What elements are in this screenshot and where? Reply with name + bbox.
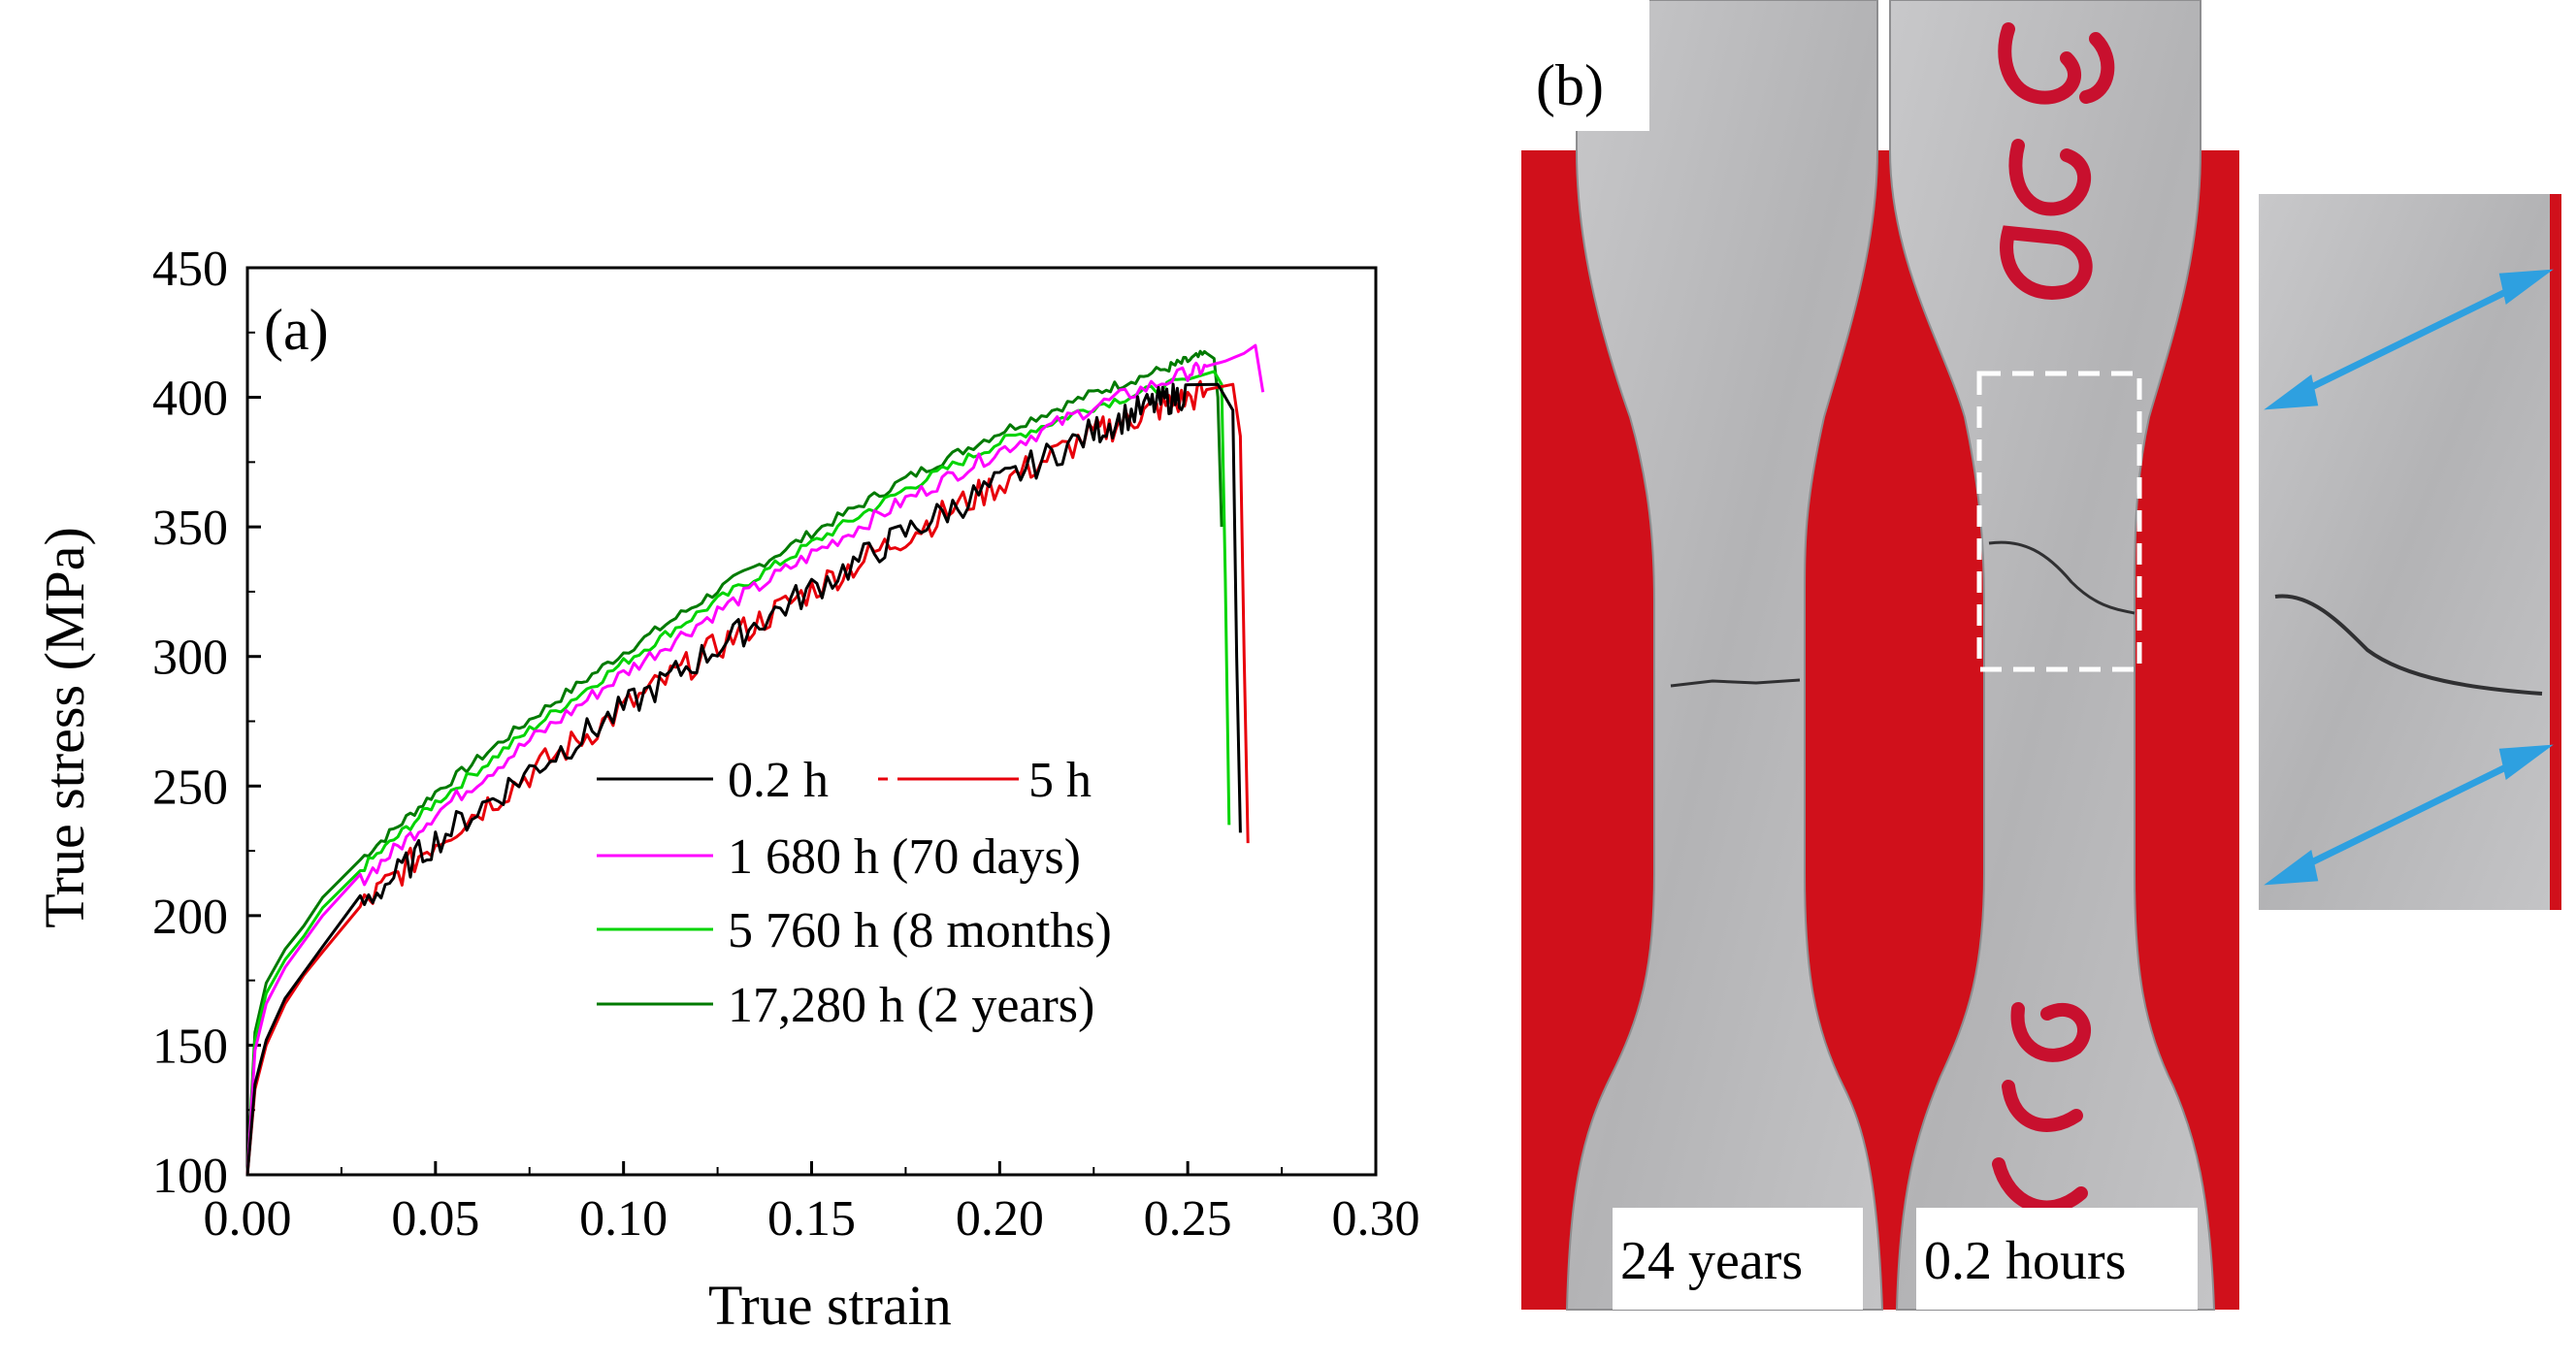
x-tick-label: 0.10 xyxy=(579,1191,668,1247)
y-tick-label: 350 xyxy=(152,501,228,556)
plot-frame xyxy=(245,266,1378,1177)
label-box-0-2-hours xyxy=(1916,1208,2198,1310)
x-tick-label: 0.00 xyxy=(204,1191,292,1247)
inset-fracture-line xyxy=(2274,594,2543,696)
panel-b-label: (b) xyxy=(1536,53,1604,117)
y-tick-label: 400 xyxy=(152,372,228,427)
panel-a-label: (a) xyxy=(264,298,329,362)
inset-metal xyxy=(2259,194,2550,910)
legend-label-5h: 5 h xyxy=(1028,753,1092,808)
y-tick-label: 250 xyxy=(152,760,228,815)
x-tick-label: 0.15 xyxy=(767,1191,856,1247)
panel-b-label-box xyxy=(1533,0,1649,131)
panel-b-photo: (b) 24 years 0.2 hours xyxy=(1521,0,2561,1311)
y-tick-label: 100 xyxy=(152,1149,228,1204)
legend-label-0-2h: 0.2 h xyxy=(728,753,829,808)
specimen-0-2-hours xyxy=(1889,0,2216,1311)
zoom-region-box xyxy=(1976,371,2142,672)
x-tick-label: 0.25 xyxy=(1144,1191,1232,1247)
x-tick-label: 0.20 xyxy=(956,1191,1044,1247)
legend-label-1680h: 1 680 h (70 days) xyxy=(728,829,1081,885)
fracture-line-right xyxy=(1988,540,2136,615)
panel-a-chart: 100 150 200 250 300 350 400 450 0.00 0.05 0.10 0.1… xyxy=(33,242,1420,1337)
x-axis-title: True strain xyxy=(708,1274,952,1337)
y-tick-label: 200 xyxy=(152,890,228,945)
fracture-line-left xyxy=(1670,678,1801,688)
legend-label-5760h: 5 760 h (8 months) xyxy=(728,903,1112,958)
y-tick-labels: 100 150 200 250 300 350 400 450 xyxy=(152,242,228,1204)
legend: 0.2 h 5 h 1 680 h (70 days) 5 760 h (8 m… xyxy=(597,753,1112,1033)
inset-arrows xyxy=(2264,269,2554,886)
x-tick-labels: 0.00 0.05 0.10 0.15 0.20 0.25 0.30 xyxy=(204,1191,1420,1247)
specimen-24-years xyxy=(1565,0,1884,1311)
x-tick-label: 0.30 xyxy=(1332,1191,1420,1247)
y-tick-label: 300 xyxy=(152,631,228,686)
series-line-4 xyxy=(245,349,1223,1176)
series-lines xyxy=(245,343,1265,1176)
label-0-2-hours: 0.2 hours xyxy=(1924,1231,2126,1291)
y-axis-title: True stress (MPa) xyxy=(33,527,96,928)
label-24-years: 24 years xyxy=(1620,1231,1803,1291)
series-line-0 xyxy=(245,382,1242,1176)
x-tick-label: 0.05 xyxy=(391,1191,479,1247)
y-tick-label: 150 xyxy=(152,1019,228,1074)
series-line-2 xyxy=(245,343,1265,1176)
axis-ticks xyxy=(245,266,1378,1177)
legend-label-17280h: 17,280 h (2 years) xyxy=(728,978,1094,1033)
y-tick-label: 450 xyxy=(152,242,228,297)
label-box-24-years xyxy=(1613,1208,1863,1310)
